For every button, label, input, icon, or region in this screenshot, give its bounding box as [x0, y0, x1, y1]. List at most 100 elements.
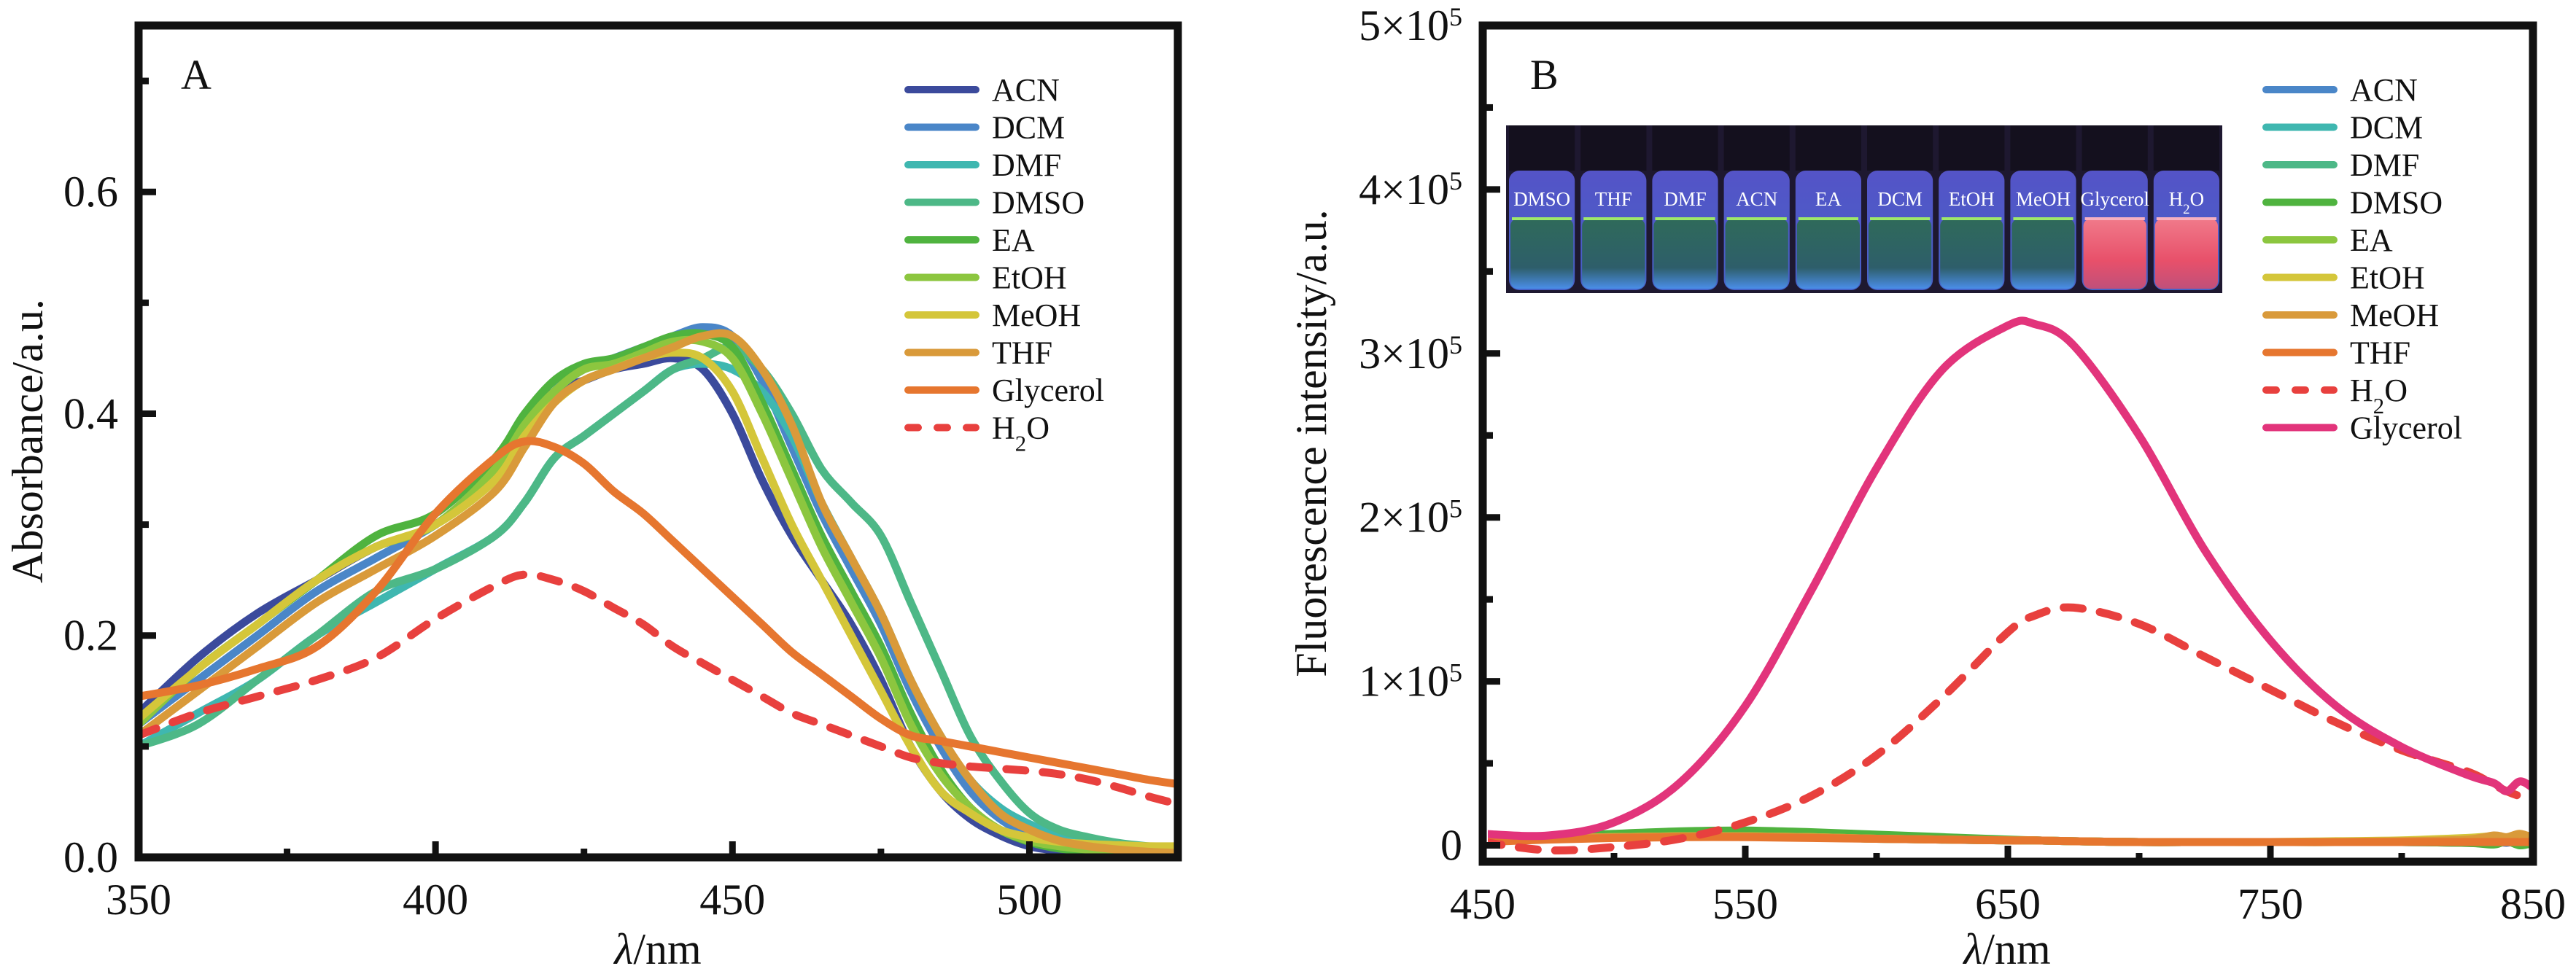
legend-item-dmf: DMF	[2262, 147, 2419, 183]
legend-label: DMSO	[992, 185, 1085, 221]
vial-liquid	[1653, 219, 1717, 289]
legend-label: DMF	[992, 147, 1061, 183]
b-axes: 450 550 650 750 850 0 1×105 2×105 3×105 4×105 5×10…	[1359, 1, 2566, 928]
vial-liquid	[1582, 219, 1645, 289]
vial-cap	[1652, 125, 1718, 171]
legend-item-meoh: MeOH	[904, 297, 1081, 333]
legend-item-h2o: H2O	[2262, 373, 2408, 418]
vial-label: ACN	[1736, 188, 1777, 210]
inset-photo-vials: DMSO THF DMF ACN EA DCM EtOH MeOH Glycerol H2O	[1506, 125, 2222, 293]
legend-label: THF	[2350, 335, 2410, 371]
b-curves	[1488, 316, 2533, 855]
y-tick-label: 0.2	[63, 612, 118, 660]
x-tick-label: 850	[2500, 880, 2566, 928]
vial-liquid	[2154, 219, 2218, 289]
vial-liquid	[1940, 219, 2003, 289]
vial-label: DCM	[1877, 188, 1923, 210]
vial-liquid	[1869, 219, 1932, 289]
legend-item-dcm: DCM	[904, 110, 1065, 146]
vial-label: Glycerol	[2080, 188, 2149, 210]
vial-liquid	[1796, 219, 1860, 289]
plot-frame	[134, 21, 1182, 862]
legend-item-dmso: DMSO	[2262, 185, 2443, 221]
vial-cap	[2082, 125, 2148, 171]
vial-acn: ACN	[1723, 125, 1790, 290]
y-tick-label: 3×105	[1359, 330, 1462, 378]
series-line-h2o	[142, 570, 1178, 809]
vial-h2o: H2O	[2153, 125, 2219, 290]
y-axis-label-a: Absorbance/a.u.	[4, 299, 52, 583]
vial-label: MeOH	[2016, 188, 2071, 210]
vial-liquid	[1510, 219, 1574, 289]
legend-label: EtOH	[992, 260, 1067, 296]
panel-label-a: A	[181, 51, 212, 98]
legend-label: Glycerol	[992, 373, 1104, 408]
legend-label: MeOH	[992, 297, 1081, 333]
legend-label: DMSO	[2350, 185, 2443, 221]
panel-b: DMSO THF DMF ACN EA DCM EtOH MeOH Glycerol H2O 45…	[1287, 1, 2566, 973]
vial-cap	[1509, 125, 1575, 171]
legend-item-ea: EA	[904, 222, 1035, 258]
vial-label: H2O	[2169, 188, 2204, 217]
legend-item-glycerol: Glycerol	[904, 373, 1104, 408]
vial-dmso: DMSO	[1509, 125, 1575, 290]
series-line-glycerol	[1488, 316, 2533, 841]
legend-label: H2O	[992, 410, 1050, 456]
vial-meoh: MeOH	[2010, 125, 2076, 290]
vial-thf: THF	[1580, 125, 1647, 290]
y-tick-label: 5×105	[1359, 1, 1462, 50]
y-tick-label: 4×105	[1359, 165, 1462, 214]
vial-liquid	[2083, 219, 2146, 289]
legend-item-dmso: DMSO	[904, 185, 1085, 221]
vial-cap	[1867, 125, 1933, 171]
legend-label: EtOH	[2350, 260, 2425, 296]
legend-item-dmf: DMF	[904, 147, 1061, 183]
x-axis-label-a: λ/nm	[613, 925, 701, 973]
legend-label: DCM	[992, 110, 1065, 146]
vial-liquid	[1725, 219, 1788, 289]
y-tick-label: 0.4	[63, 389, 118, 437]
vial-cap	[1795, 125, 1861, 171]
x-tick-label: 550	[1712, 880, 1778, 928]
panel-a: 350 400 450 500 0.0 0.2 0.4 0.6 A ACNDCMDMFDMSO…	[4, 21, 1182, 973]
x-tick-label: 650	[1975, 880, 2041, 928]
y-tick-label: 2×105	[1359, 494, 1462, 542]
vial-label: THF	[1595, 188, 1632, 210]
series-line-thf	[142, 329, 1178, 857]
legend-item-acn: ACN	[2262, 72, 2418, 108]
legend-item-meoh: MeOH	[2262, 297, 2439, 333]
y-tick-label: 1×105	[1359, 658, 1462, 706]
legend-label: Glycerol	[2350, 410, 2462, 446]
y-tick-label: 0.0	[63, 833, 118, 881]
x-tick-label: 450	[1450, 880, 1516, 928]
y-tick-label: 0	[1440, 822, 1462, 870]
vial-glycerol: Glycerol	[2080, 125, 2149, 290]
legend-item-thf: THF	[2262, 335, 2410, 371]
series-line-meoh	[142, 348, 1178, 851]
y-axis-label-b: Fluorescence intensity/a.u.	[1287, 209, 1335, 677]
vial-ea: EA	[1795, 125, 1861, 290]
legend-item-dcm: DCM	[2262, 110, 2423, 146]
legend-label: DCM	[2350, 110, 2423, 146]
legend-label: ACN	[2350, 72, 2418, 108]
vial-cap	[2153, 125, 2219, 171]
vial-cap	[2010, 125, 2076, 171]
y-tick-label: 0.6	[63, 168, 118, 216]
legend-label: MeOH	[2350, 297, 2439, 333]
x-tick-label: 450	[699, 876, 765, 924]
vial-label: EA	[1815, 188, 1842, 210]
x-tick-label: 500	[996, 876, 1062, 924]
legend-label: EA	[2350, 222, 2393, 258]
legend-label: THF	[992, 335, 1052, 371]
series-line-glycerol	[142, 437, 1178, 789]
vial-label: EtOH	[1949, 188, 1995, 210]
vial-label: DMF	[1664, 188, 1707, 210]
legend-label: H2O	[2350, 373, 2408, 418]
vial-label: DMSO	[1513, 188, 1570, 210]
vial-etoh: EtOH	[1939, 125, 2005, 290]
vial-cap	[1580, 125, 1647, 171]
legend-item-thf: THF	[904, 335, 1052, 371]
